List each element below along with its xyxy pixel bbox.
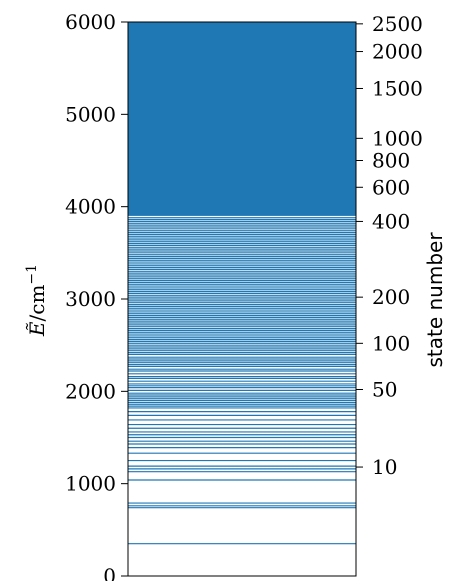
right-axis-label: state number (423, 232, 447, 368)
right-tick-label: 800 (372, 149, 410, 173)
right-tick-label: 50 (372, 377, 397, 401)
left-tick-label: 4000 (65, 195, 116, 219)
right-tick-label: 1000 (372, 126, 423, 150)
left-tick-label: 0 (103, 564, 116, 581)
right-tick-label: 2000 (372, 40, 423, 64)
left-tick-label: 5000 (65, 102, 116, 126)
left-tick-label: 6000 (65, 10, 116, 34)
y-axis-unit: /cm (25, 285, 49, 322)
y-axis-symbol: Ẽ (25, 321, 49, 337)
right-tick-label: 600 (372, 175, 410, 199)
level-continuum (128, 22, 356, 216)
left-tick-label: 1000 (65, 472, 116, 496)
left-tick-label: 2000 (65, 379, 116, 403)
left-tick-label: 3000 (65, 287, 116, 311)
y-axis-exponent: −1 (24, 264, 40, 285)
right-tick-label: 400 (372, 209, 410, 233)
y-axis-label: Ẽ/cm−1 (24, 264, 49, 337)
left-axis: 0 1000 2000 3000 4000 5000 6000 (65, 10, 128, 581)
right-tick-label: 10 (372, 455, 397, 479)
right-tick-label: 1500 (372, 76, 423, 100)
right-tick-label: 200 (372, 285, 410, 309)
right-tick-label: 100 (372, 331, 410, 355)
right-tick-label: 2500 (372, 12, 423, 36)
energy-levels (128, 22, 356, 545)
